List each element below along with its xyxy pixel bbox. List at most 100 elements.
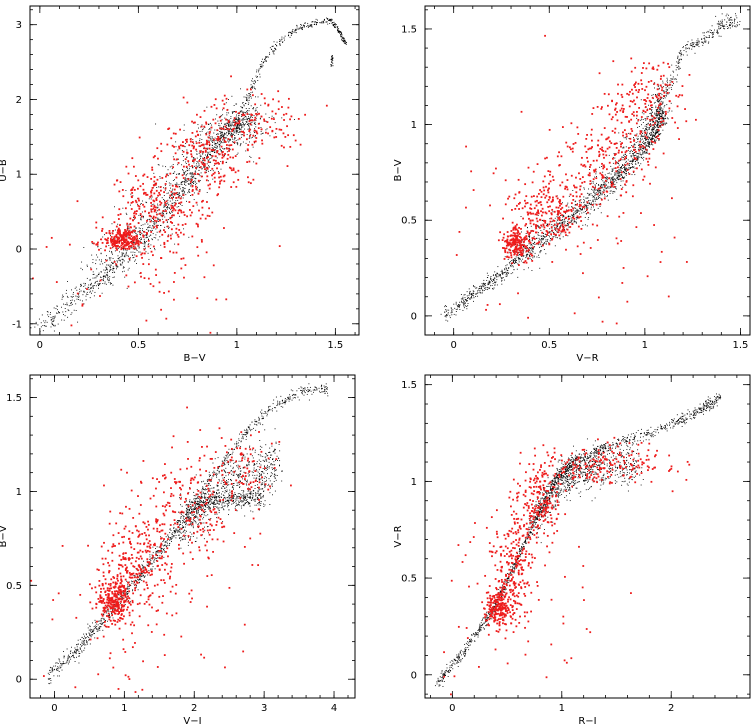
model-point (719, 23, 721, 25)
model-point (644, 134, 646, 136)
model-point (132, 195, 134, 197)
model-point (150, 244, 152, 246)
model-point (664, 123, 666, 125)
observed-point (192, 205, 195, 208)
model-point (474, 286, 476, 288)
model-point (640, 139, 642, 141)
model-point (110, 257, 112, 259)
observed-point (221, 127, 224, 130)
model-point (124, 276, 126, 278)
model-point (165, 213, 167, 215)
model-point (670, 102, 672, 104)
model-point (540, 250, 541, 252)
model-point (511, 250, 513, 252)
model-point (222, 148, 224, 150)
model-point (530, 251, 532, 253)
model-point (530, 244, 532, 246)
model-point (637, 141, 639, 143)
observed-point (156, 147, 159, 150)
model-point (181, 190, 183, 192)
model-point (114, 260, 116, 262)
model-point (219, 137, 221, 139)
observed-point (221, 99, 224, 102)
model-point (662, 123, 664, 125)
model-point (227, 131, 229, 133)
model-point (271, 45, 273, 47)
model-point (496, 273, 498, 275)
model-point (171, 168, 173, 170)
model-point (253, 107, 255, 108)
observed-point (218, 172, 220, 175)
model-point (167, 173, 169, 175)
model-point (563, 221, 565, 223)
model-point (659, 109, 661, 111)
model-point (137, 231, 139, 233)
model-point (488, 287, 490, 289)
model-point (614, 178, 616, 180)
model-point (641, 118, 643, 120)
model-point (619, 141, 621, 143)
model-point (134, 251, 136, 253)
model-point (623, 177, 625, 179)
model-point (656, 117, 658, 119)
model-point (543, 229, 545, 230)
model-point (55, 308, 57, 310)
model-point (497, 266, 499, 268)
model-point (178, 174, 180, 175)
model-point (249, 117, 251, 119)
model-point (174, 171, 176, 173)
model-point (644, 137, 646, 139)
observed-point (109, 232, 112, 235)
model-point (220, 134, 222, 136)
model-point (47, 311, 49, 313)
model-point (475, 287, 477, 289)
model-point (477, 292, 479, 294)
model-point (527, 253, 529, 255)
model-point (272, 50, 274, 52)
model-point (151, 225, 153, 227)
model-point (289, 36, 291, 38)
model-point (657, 86, 659, 87)
model-point (153, 237, 155, 238)
model-point (717, 32, 719, 34)
model-point (78, 295, 80, 297)
model-point (147, 236, 148, 238)
model-point (659, 103, 661, 105)
model-point (538, 227, 540, 229)
model-point (169, 197, 170, 199)
observed-point (136, 242, 139, 245)
model-point (296, 25, 298, 27)
model-point (52, 324, 54, 326)
model-point (224, 137, 226, 139)
model-point (319, 22, 321, 24)
model-point (208, 160, 210, 162)
model-point (662, 118, 664, 120)
model-point (506, 269, 508, 271)
model-point (230, 128, 232, 130)
model-point (576, 208, 578, 210)
model-point (559, 238, 561, 240)
model-point (600, 198, 602, 200)
model-point (158, 218, 160, 220)
model-point (703, 32, 705, 34)
model-point (586, 192, 588, 194)
observed-point (147, 263, 150, 266)
observed-point (267, 103, 270, 106)
observed-point (163, 191, 165, 194)
model-point (142, 200, 144, 202)
model-point (581, 209, 583, 211)
model-point (507, 269, 509, 271)
observed-point (178, 229, 181, 231)
model-point (171, 233, 173, 235)
model-point (333, 26, 335, 28)
model-point (237, 127, 238, 129)
model-point (197, 186, 198, 188)
observed-point (159, 200, 161, 203)
model-point (223, 132, 225, 134)
model-point (287, 32, 289, 34)
model-point (585, 206, 587, 208)
model-point (705, 40, 707, 42)
model-point (633, 138, 635, 140)
model-point (584, 204, 586, 205)
model-point (691, 45, 693, 47)
